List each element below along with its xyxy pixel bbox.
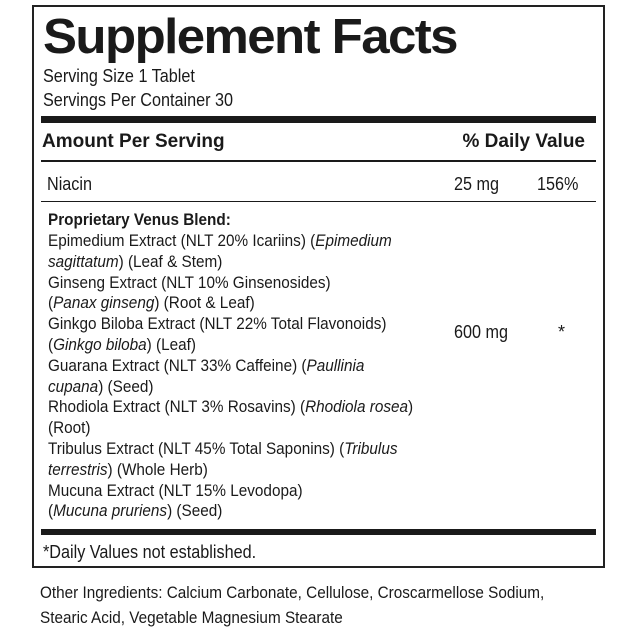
ingredient-text: ) (Leaf) [146, 335, 196, 354]
ingredient-text: Ginkgo Biloba Extract (NLT 22% Total Fla… [48, 314, 387, 334]
thick-divider [41, 529, 596, 535]
blend-ingredient-line: Rhodiola Extract (NLT 3% Rosavins) (Rhod… [48, 397, 413, 417]
ingredient-text: Tribulus Extract (NLT 45% Total Saponins… [48, 439, 345, 458]
blend-ingredient-line: Ginseng Extract (NLT 10% Ginsenosides) [48, 273, 331, 293]
ingredient-text: Mucuna Extract (NLT 15% Levodopa) [48, 480, 303, 500]
ingredient-text: ) (Leaf & Stem) [118, 251, 223, 271]
other-ingredients-line: Stearic Acid, Vegetable Magnesium Steara… [40, 608, 343, 627]
botanical-name: sagittatum [48, 251, 119, 271]
botanical-name: cupana [48, 376, 99, 396]
blend-ingredient-line: Mucuna Extract (NLT 15% Levodopa) [48, 481, 303, 501]
blend-ingredient-line: (Panax ginseng) (Root & Leaf) [48, 293, 255, 313]
ingredient-text: ( [48, 335, 54, 354]
blend-ingredient-line: cupana) (Seed) [48, 377, 153, 397]
ingredient-text: ) (Root & Leaf) [154, 293, 255, 313]
servings-per-container: Servings Per Container 30 [43, 90, 234, 110]
blend-ingredient-line: (Root) [48, 418, 91, 438]
botanical-name: Tribulus [344, 439, 398, 458]
ingredient-text: ( [48, 293, 54, 313]
ingredient-text: ) (Whole Herb) [107, 459, 208, 479]
niacin-amount: 25 mg [454, 174, 500, 194]
serving-size: Serving Size 1 Tablet [43, 66, 195, 86]
ingredient-text: ) (Seed) [98, 376, 154, 396]
botanical-name: Panax ginseng [53, 293, 155, 313]
footnote: *Daily Values not established. [43, 542, 257, 562]
daily-value-header: % Daily Value [462, 131, 585, 152]
botanical-name: Paullinia [306, 355, 365, 375]
blend-ingredient-line: Tribulus Extract (NLT 45% Total Saponins… [48, 439, 397, 459]
blend-ingredient-line: sagittatum) (Leaf & Stem) [48, 252, 222, 272]
amount-per-serving-header: Amount Per Serving [42, 131, 225, 152]
botanical-name: Ginkgo biloba [53, 335, 147, 354]
other-ingredients-line: Other Ingredients: Calcium Carbonate, Ce… [40, 583, 545, 602]
blend-ingredient-line: (Ginkgo biloba) (Leaf) [48, 335, 196, 355]
blend-ingredient-line: Ginkgo Biloba Extract (NLT 22% Total Fla… [48, 314, 386, 334]
thick-divider [41, 116, 596, 123]
thin-divider [41, 160, 596, 162]
blend-ingredient-line: terrestris) (Whole Herb) [48, 460, 208, 480]
ingredient-text: (Root) [48, 418, 91, 438]
ingredient-text: Epimedium Extract (NLT 20% Icariins) ( [48, 231, 316, 250]
niacin-daily-value: 156% [537, 174, 579, 194]
panel-title: Supplement Facts [43, 10, 459, 64]
botanical-name: Mucuna pruriens [53, 501, 168, 521]
blend-ingredient-line: (Mucuna pruriens) (Seed) [48, 501, 222, 521]
ingredient-text: ( [48, 501, 54, 521]
blend-title: Proprietary Venus Blend: [48, 210, 231, 229]
ingredient-text: Rhodiola Extract (NLT 3% Rosavins) ( [48, 397, 306, 417]
blend-ingredient-line: Epimedium Extract (NLT 20% Icariins) (Ep… [48, 231, 392, 251]
botanical-name: Rhodiola rosea [305, 397, 408, 417]
ingredient-text: Guarana Extract (NLT 33% Caffeine) ( [48, 355, 307, 375]
thin-divider [41, 201, 596, 202]
ingredient-text: ) (Seed) [167, 501, 223, 521]
supplement-facts-panel: Supplement Facts Serving Size 1 Tablet S… [32, 5, 605, 568]
botanical-name: terrestris [48, 459, 108, 479]
ingredient-text: Ginseng Extract (NLT 10% Ginsenosides) [48, 272, 331, 292]
blend-daily-value: * [558, 322, 566, 342]
niacin-name: Niacin [47, 174, 93, 194]
ingredient-text: ) [408, 397, 414, 417]
botanical-name: Epimedium [315, 231, 392, 250]
blend-amount: 600 mg [454, 322, 509, 342]
blend-ingredient-line: Guarana Extract (NLT 33% Caffeine) (Paul… [48, 356, 364, 376]
